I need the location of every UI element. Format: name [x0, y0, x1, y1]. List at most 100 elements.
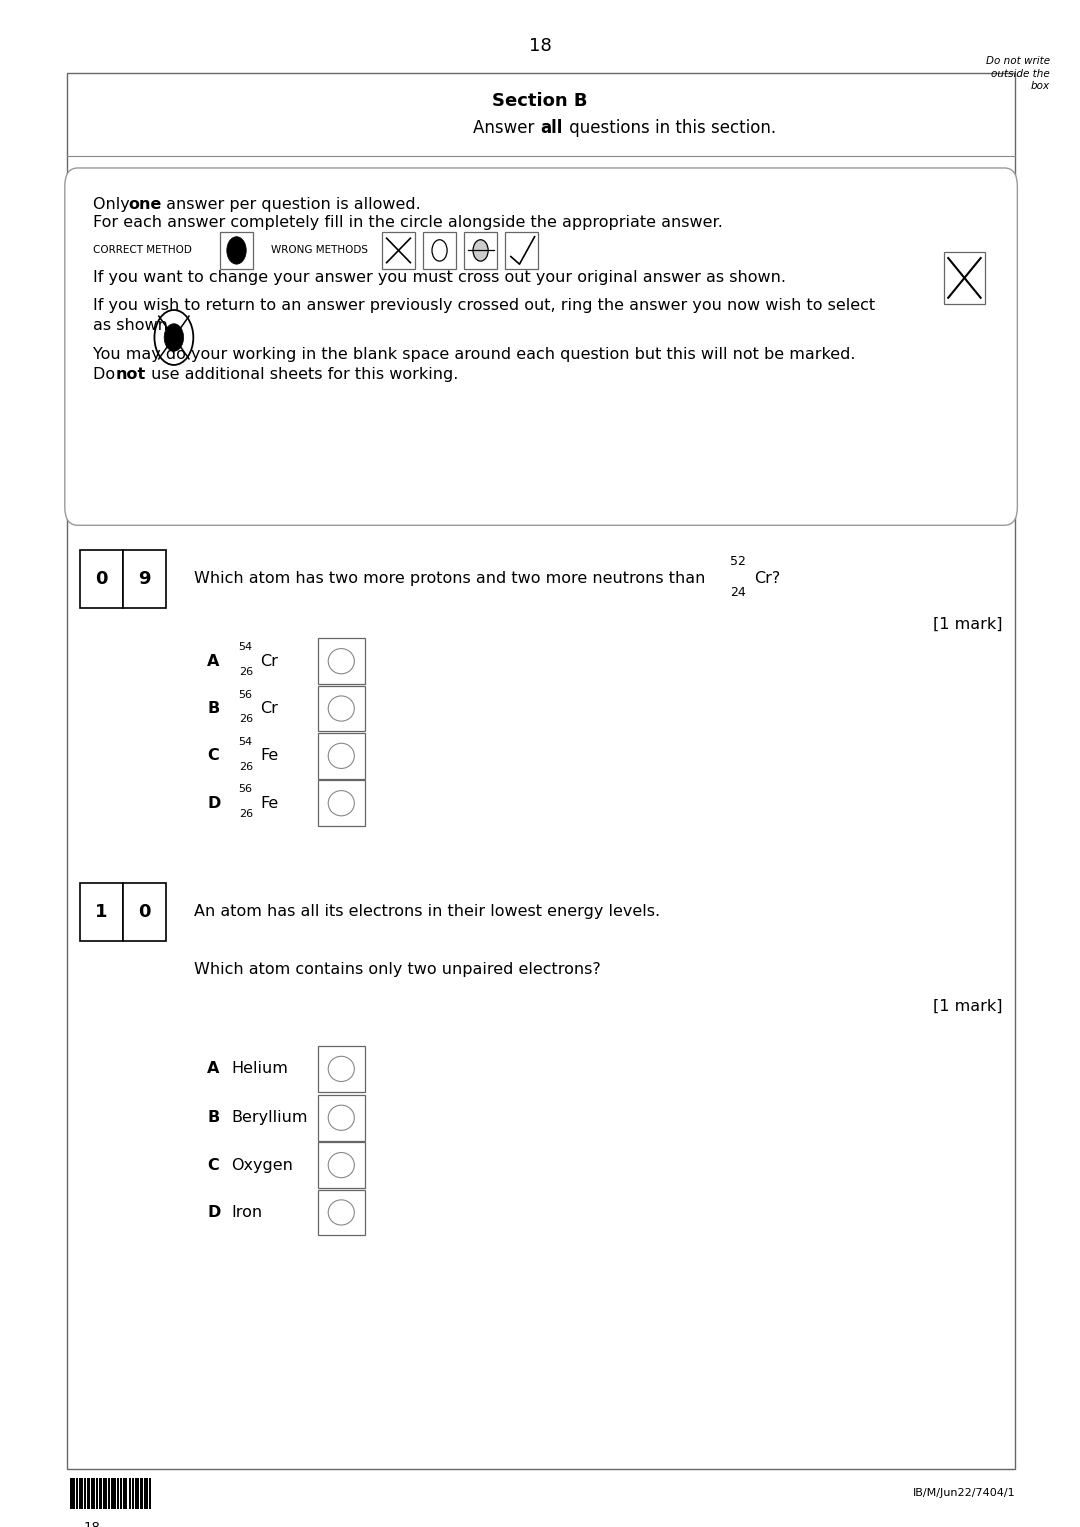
Text: [1 mark]: [1 mark]	[933, 617, 1002, 632]
Text: as shown.: as shown.	[93, 318, 173, 333]
Text: 0: 0	[138, 902, 151, 921]
Bar	[144, 1478, 148, 1509]
FancyBboxPatch shape	[318, 1095, 365, 1141]
Bar	[120, 1478, 122, 1509]
Circle shape	[473, 240, 488, 261]
Text: Fe: Fe	[260, 796, 279, 811]
Text: 26: 26	[239, 809, 253, 818]
Text: A: A	[207, 1061, 219, 1077]
Text: Helium: Helium	[231, 1061, 288, 1077]
Text: 52: 52	[730, 556, 746, 568]
FancyBboxPatch shape	[318, 1142, 365, 1188]
FancyBboxPatch shape	[318, 686, 365, 731]
Text: Cr: Cr	[260, 654, 279, 669]
Text: D: D	[207, 796, 220, 811]
Circle shape	[227, 237, 246, 264]
Text: 24: 24	[730, 586, 746, 599]
Circle shape	[164, 324, 184, 351]
Text: If you want to change your answer you must cross out your original answer as sho: If you want to change your answer you mu…	[93, 270, 786, 286]
Bar	[108, 1478, 110, 1509]
Bar	[103, 1478, 107, 1509]
Bar	[111, 1478, 116, 1509]
Text: 56: 56	[239, 690, 253, 699]
Text: C: C	[207, 748, 219, 764]
FancyBboxPatch shape	[318, 1190, 365, 1235]
Bar	[149, 1478, 151, 1509]
Bar	[129, 1478, 131, 1509]
Text: 18: 18	[83, 1521, 100, 1527]
Text: 54: 54	[239, 643, 253, 652]
Text: A: A	[207, 654, 219, 669]
Text: Which atom contains only two unpaired electrons?: Which atom contains only two unpaired el…	[194, 962, 602, 977]
Bar	[135, 1478, 139, 1509]
Text: 26: 26	[239, 715, 253, 724]
FancyBboxPatch shape	[123, 883, 166, 941]
FancyBboxPatch shape	[944, 252, 985, 304]
Text: Which atom has two more protons and two more neutrons than: Which atom has two more protons and two …	[194, 571, 711, 586]
Text: questions in this section.: questions in this section.	[564, 119, 775, 137]
Bar	[132, 1478, 134, 1509]
FancyBboxPatch shape	[65, 168, 1017, 525]
Text: Cr?: Cr?	[754, 571, 780, 586]
Text: Only: Only	[93, 197, 135, 212]
Text: [1 mark]: [1 mark]	[933, 999, 1002, 1014]
Text: Section B: Section B	[492, 92, 588, 110]
Bar	[79, 1478, 83, 1509]
FancyBboxPatch shape	[464, 232, 497, 269]
Text: B: B	[207, 1110, 219, 1125]
Text: 54: 54	[239, 738, 253, 747]
Text: CORRECT METHOD: CORRECT METHOD	[93, 246, 192, 255]
Text: You may do your working in the blank space around each question but this will no: You may do your working in the blank spa…	[93, 347, 855, 362]
Text: 18: 18	[528, 37, 552, 55]
Bar	[76, 1478, 78, 1509]
Bar	[70, 1478, 75, 1509]
FancyBboxPatch shape	[220, 232, 253, 269]
Text: one: one	[129, 197, 162, 212]
FancyBboxPatch shape	[318, 1046, 365, 1092]
Text: Iron: Iron	[231, 1205, 262, 1220]
FancyBboxPatch shape	[318, 780, 365, 826]
Bar	[117, 1478, 119, 1509]
Text: 1: 1	[95, 902, 108, 921]
Text: not: not	[116, 366, 146, 382]
Text: 26: 26	[239, 762, 253, 771]
Bar	[140, 1478, 143, 1509]
Text: 56: 56	[239, 785, 253, 794]
Text: 26: 26	[239, 667, 253, 676]
Text: If you wish to return to an answer previously crossed out, ring the answer you n: If you wish to return to an answer previ…	[93, 298, 875, 313]
FancyBboxPatch shape	[318, 638, 365, 684]
Text: Fe: Fe	[260, 748, 279, 764]
Text: B: B	[207, 701, 219, 716]
Text: Oxygen: Oxygen	[231, 1157, 293, 1173]
Text: C: C	[207, 1157, 219, 1173]
Text: 0: 0	[95, 570, 108, 588]
FancyBboxPatch shape	[80, 883, 123, 941]
FancyBboxPatch shape	[80, 550, 123, 608]
Text: IB/M/Jun22/7404/1: IB/M/Jun22/7404/1	[913, 1489, 1015, 1498]
FancyBboxPatch shape	[423, 232, 456, 269]
Text: WRONG METHODS: WRONG METHODS	[271, 246, 368, 255]
FancyBboxPatch shape	[67, 73, 1015, 1469]
Text: 9: 9	[138, 570, 151, 588]
Text: D: D	[207, 1205, 220, 1220]
Text: Answer: Answer	[473, 119, 540, 137]
Text: Cr: Cr	[260, 701, 279, 716]
FancyBboxPatch shape	[382, 232, 415, 269]
Text: An atom has all its electrons in their lowest energy levels.: An atom has all its electrons in their l…	[194, 904, 661, 919]
Text: answer per question is allowed.: answer per question is allowed.	[161, 197, 421, 212]
Text: Beryllium: Beryllium	[231, 1110, 308, 1125]
Text: Do not write
outside the
box: Do not write outside the box	[986, 56, 1050, 92]
Bar	[91, 1478, 95, 1509]
Text: use additional sheets for this working.: use additional sheets for this working.	[146, 366, 458, 382]
Text: Do: Do	[93, 366, 120, 382]
Bar	[96, 1478, 98, 1509]
Bar	[123, 1478, 127, 1509]
FancyBboxPatch shape	[318, 733, 365, 779]
Bar	[84, 1478, 86, 1509]
Bar	[87, 1478, 90, 1509]
Text: For each answer completely fill in the circle alongside the appropriate answer.: For each answer completely fill in the c…	[93, 215, 723, 231]
FancyBboxPatch shape	[123, 550, 166, 608]
Text: all: all	[540, 119, 563, 137]
FancyBboxPatch shape	[505, 232, 538, 269]
Bar	[99, 1478, 102, 1509]
